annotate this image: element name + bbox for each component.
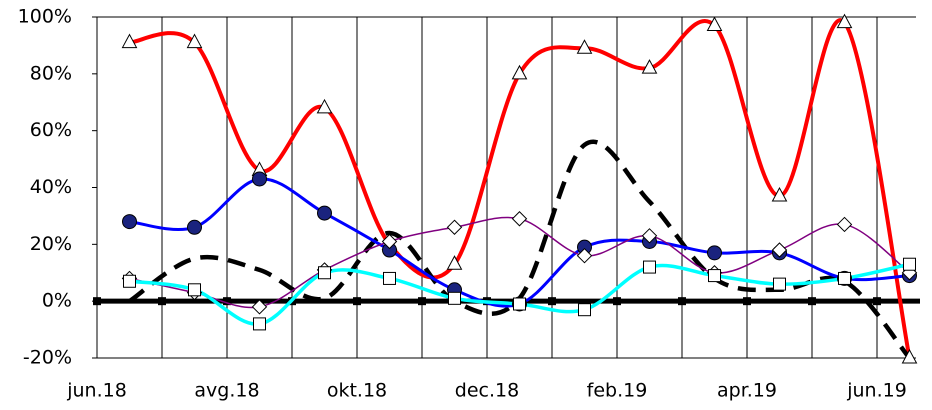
marker <box>123 274 136 288</box>
marker <box>641 228 658 244</box>
marker <box>511 64 528 80</box>
marker <box>317 205 332 221</box>
axis-marker <box>158 297 166 306</box>
x-tick-label: okt.18 <box>327 380 387 402</box>
axis-marker <box>223 297 231 306</box>
y-tick-label: -20% <box>23 347 72 369</box>
marker <box>576 39 593 54</box>
axis-marker <box>93 297 101 306</box>
marker <box>381 233 398 250</box>
axis-marker <box>743 297 751 306</box>
marker <box>316 98 333 114</box>
y-tick-label: 60% <box>30 119 72 141</box>
x-tick-label: jun.19 <box>846 380 907 402</box>
marker <box>578 303 591 317</box>
marker <box>448 291 461 305</box>
marker <box>903 257 916 271</box>
marker <box>251 299 268 315</box>
series-line <box>129 216 910 309</box>
axis-marker <box>613 297 621 306</box>
series-line <box>129 177 910 308</box>
series-line <box>129 18 912 359</box>
y-tick-label: 20% <box>30 233 72 255</box>
y-tick-label: 40% <box>30 176 72 198</box>
marker <box>122 214 137 230</box>
x-tick-label: apr.19 <box>717 380 777 402</box>
x-tick-label: jun.18 <box>66 380 127 402</box>
marker <box>836 216 853 233</box>
marker <box>383 271 396 285</box>
marker <box>707 245 722 261</box>
axis-marker <box>353 297 361 306</box>
marker <box>576 247 593 264</box>
marker <box>706 16 723 32</box>
marker <box>513 297 526 311</box>
marker <box>446 255 463 270</box>
marker <box>836 13 853 29</box>
axis-marker <box>808 297 816 306</box>
y-tick-label: 0% <box>42 290 72 312</box>
marker <box>188 283 201 297</box>
marker <box>771 242 788 258</box>
marker <box>253 317 266 331</box>
axis-marker <box>418 297 426 306</box>
marker <box>252 171 267 187</box>
marker <box>773 277 786 291</box>
marker <box>838 271 851 285</box>
marker <box>187 219 202 235</box>
y-tick-label: 80% <box>30 62 72 84</box>
marker <box>511 211 528 227</box>
marker <box>708 269 721 283</box>
marker <box>446 219 463 235</box>
axis-marker <box>548 297 556 306</box>
x-tick-label: feb.19 <box>587 380 648 402</box>
marker <box>901 348 918 364</box>
marker <box>318 266 331 280</box>
y-tick-label: 100% <box>18 6 72 28</box>
x-tick-label: dec.18 <box>455 380 519 402</box>
x-tick-label: avg.18 <box>194 380 259 402</box>
marker <box>121 33 138 49</box>
series-line <box>129 262 910 326</box>
marker <box>643 260 656 274</box>
axis-marker <box>873 297 881 306</box>
axis-marker <box>678 297 686 306</box>
marker <box>186 33 203 49</box>
marker <box>771 186 788 202</box>
marker <box>641 59 658 74</box>
